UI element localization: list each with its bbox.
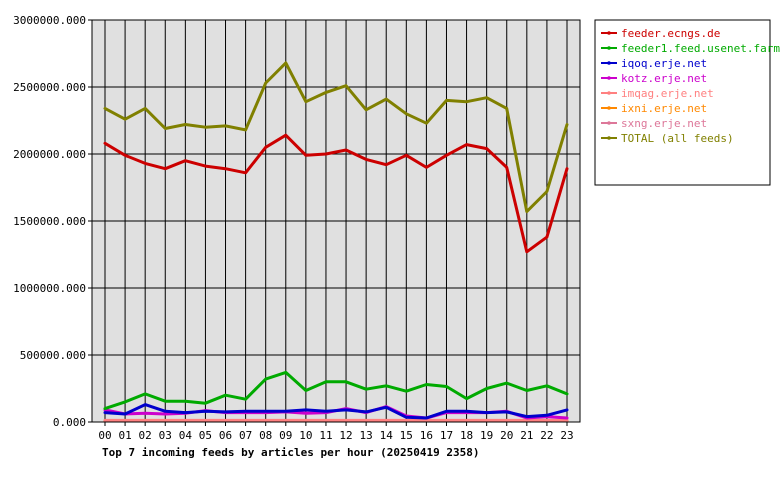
x-tick-label: 13	[360, 429, 373, 442]
series-line-2	[103, 403, 569, 420]
y-tick-label: 0.000	[53, 416, 86, 429]
x-tick-label: 14	[380, 429, 394, 442]
series-line-0	[103, 133, 569, 254]
legend-label: iqoq.erje.net	[621, 57, 707, 70]
x-tick-label: 09	[279, 429, 292, 442]
series-lines	[103, 61, 569, 423]
series-line-1	[103, 370, 569, 411]
y-tick-label: 2500000.000	[13, 81, 86, 94]
x-axis: 00 01 02 03 04 05 06 07 08 09 10 11 12 13 14 15 16 17 18 19…	[98, 422, 574, 442]
x-tick-label: 03	[159, 429, 172, 442]
legend-marker	[607, 76, 611, 80]
x-tick-label: 00	[98, 429, 111, 442]
x-tick-label: 15	[400, 429, 413, 442]
x-tick-label: 18	[460, 429, 473, 442]
legend-marker	[607, 46, 611, 50]
y-tick-label: 1000000.000	[13, 282, 86, 295]
x-tick-label: 22	[540, 429, 553, 442]
legend-box	[594, 19, 771, 186]
legend: feeder.ecngs.de feeder1.feed.usenet.farm i…	[594, 19, 780, 186]
legend-marker	[607, 31, 611, 35]
legend-marker	[607, 136, 611, 140]
x-tick-label: 12	[339, 429, 352, 442]
y-tick-label: 2000000.000	[13, 148, 86, 161]
legend-marker	[607, 61, 611, 65]
x-tick-label: 01	[118, 429, 131, 442]
x-tick-label: 10	[299, 429, 312, 442]
x-tick-label: 19	[480, 429, 493, 442]
series-line-7	[103, 61, 569, 214]
legend-marker	[607, 91, 611, 95]
legend-label: imqag.erje.net	[621, 87, 714, 100]
legend-label: ixni.erje.net	[621, 102, 707, 115]
x-tick-label: 05	[199, 429, 212, 442]
x-tick-label: 16	[420, 429, 433, 442]
y-tick-label: 3000000.000	[13, 14, 86, 27]
x-tick-label: 20	[500, 429, 513, 442]
x-tick-label: 21	[520, 429, 533, 442]
legend-label: feeder1.feed.usenet.farm	[621, 42, 780, 55]
chart-title: Top 7 incoming feeds by articles per hou…	[102, 446, 480, 459]
x-tick-label: 02	[139, 429, 152, 442]
grid-lines	[92, 19, 580, 423]
y-tick-label: 1500000.000	[13, 215, 86, 228]
legend-label: sxng.erje.net	[621, 117, 707, 130]
plot-frame	[91, 19, 581, 423]
legend-label: TOTAL (all feeds)	[621, 132, 734, 145]
legend-label: kotz.erje.net	[621, 72, 707, 85]
x-tick-label: 17	[440, 429, 453, 442]
x-tick-label: 08	[259, 429, 272, 442]
legend-label: feeder.ecngs.de	[621, 27, 720, 40]
legend-marker	[607, 121, 611, 125]
x-tick-label: 07	[239, 429, 252, 442]
y-tick-label: 500000.000	[20, 349, 86, 362]
x-tick-label: 23	[560, 429, 573, 442]
y-axis: 0.000 500000.000 1000000.000 1500000.000 200…	[13, 14, 92, 429]
legend-marker	[607, 106, 611, 110]
x-tick-label: 04	[179, 429, 193, 442]
x-tick-label: 11	[319, 429, 332, 442]
x-tick-label: 06	[219, 429, 232, 442]
